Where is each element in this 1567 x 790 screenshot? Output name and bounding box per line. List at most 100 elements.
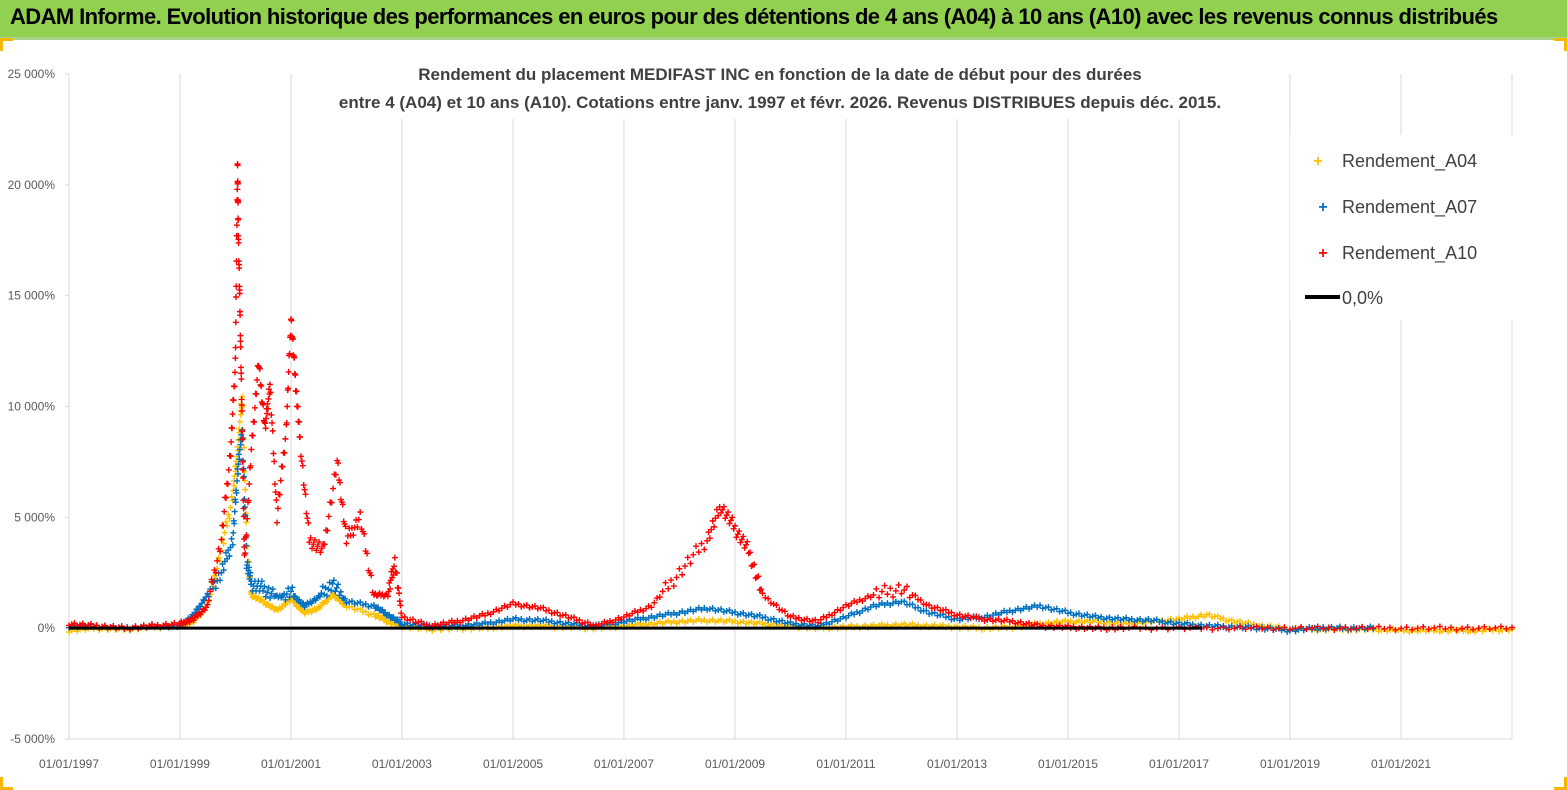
point-a10 xyxy=(912,592,919,599)
legend-marker-a10: + xyxy=(1318,245,1327,262)
point-a10 xyxy=(711,523,718,530)
legend-label-zero: 0,0% xyxy=(1342,288,1383,308)
point-a07 xyxy=(343,599,350,606)
point-a10 xyxy=(236,265,243,272)
x-tick-label: 01/01/2011 xyxy=(816,757,875,771)
point-a10 xyxy=(286,350,293,357)
point-a04 xyxy=(720,619,727,626)
point-a04 xyxy=(723,617,730,624)
point-a07 xyxy=(756,611,763,618)
point-a04 xyxy=(220,540,227,547)
point-a07 xyxy=(261,583,268,590)
point-a10 xyxy=(1309,624,1316,631)
point-a07 xyxy=(390,614,397,621)
point-a10 xyxy=(1017,618,1024,625)
point-a10 xyxy=(762,594,769,601)
point-a07 xyxy=(286,594,293,601)
title-background xyxy=(320,55,1240,119)
point-a10 xyxy=(668,577,675,584)
point-a10 xyxy=(1403,624,1410,631)
point-a10 xyxy=(1370,624,1377,631)
point-a10 xyxy=(926,602,933,609)
point-a07 xyxy=(375,604,382,611)
point-a10 xyxy=(269,419,276,426)
point-a10 xyxy=(798,617,805,624)
point-a10 xyxy=(1242,626,1249,633)
point-a10 xyxy=(637,606,644,613)
point-a10 xyxy=(884,591,891,598)
point-a07 xyxy=(220,567,227,574)
point-a10 xyxy=(204,601,211,608)
point-a07 xyxy=(335,581,342,588)
point-a10 xyxy=(1281,624,1288,631)
point-a07 xyxy=(1078,613,1085,620)
y-axis-ticks: -5 000% 0% 5 000% 10 000% 15 000% 20 000% 25 0… xyxy=(8,67,56,746)
point-a10 xyxy=(510,599,517,606)
chart-title: Rendement du placement MEDIFAST INC en f… xyxy=(320,55,1240,119)
point-a10 xyxy=(734,531,741,538)
point-a10 xyxy=(254,376,261,383)
point-a10 xyxy=(368,572,375,579)
point-a10 xyxy=(253,391,260,398)
point-a10 xyxy=(237,332,244,339)
point-a10 xyxy=(876,594,883,601)
point-a10 xyxy=(984,616,991,623)
point-a04 xyxy=(227,504,234,511)
point-a07 xyxy=(1223,625,1230,632)
point-a10 xyxy=(659,588,666,595)
point-a10 xyxy=(747,549,754,556)
point-a10 xyxy=(387,585,394,592)
point-a10 xyxy=(271,481,278,488)
point-a04 xyxy=(225,511,232,518)
point-a10 xyxy=(970,614,977,621)
point-a10 xyxy=(1414,625,1421,632)
point-a10 xyxy=(391,563,398,570)
point-a07 xyxy=(229,541,236,548)
point-a10 xyxy=(218,536,225,543)
point-a10 xyxy=(227,453,234,460)
point-a10 xyxy=(759,590,766,597)
point-a10 xyxy=(265,405,272,412)
point-a10 xyxy=(645,603,652,610)
point-a10 xyxy=(1209,626,1216,633)
point-a10 xyxy=(1386,624,1393,631)
point-a10 xyxy=(978,615,985,622)
point-a10 xyxy=(284,403,291,410)
point-a07 xyxy=(901,598,908,605)
y-tick-label: 10 000% xyxy=(8,400,56,414)
point-a10 xyxy=(302,491,309,498)
point-a07 xyxy=(1075,610,1082,617)
point-a10 xyxy=(719,506,726,513)
series-layer xyxy=(66,160,1515,636)
point-a10 xyxy=(237,312,244,319)
point-a10 xyxy=(687,560,694,567)
point-a10 xyxy=(1436,623,1443,630)
point-a10 xyxy=(742,541,749,548)
point-a07 xyxy=(754,612,761,619)
point-a04 xyxy=(1228,616,1235,623)
point-a07 xyxy=(740,609,747,616)
point-a10 xyxy=(265,395,272,402)
legend-label-a04: Rendement_A04 xyxy=(1342,151,1477,172)
point-a10 xyxy=(235,199,242,206)
point-a10 xyxy=(281,450,288,457)
point-a10 xyxy=(239,458,246,465)
point-a07 xyxy=(292,593,299,600)
point-a10 xyxy=(240,513,247,520)
point-a10 xyxy=(749,562,756,569)
point-a10 xyxy=(1392,626,1399,633)
point-a07 xyxy=(289,584,296,591)
y-tick-label: 15 000% xyxy=(8,289,56,303)
frame-corner-top-right xyxy=(1554,38,1567,51)
point-a10 xyxy=(1012,620,1019,627)
point-a10 xyxy=(233,222,240,229)
point-a10 xyxy=(212,569,219,576)
point-a10 xyxy=(732,522,739,529)
point-a10 xyxy=(237,344,244,351)
point-a10 xyxy=(225,466,232,473)
point-a04 xyxy=(751,621,758,628)
point-a10 xyxy=(1292,625,1299,632)
point-a10 xyxy=(727,517,734,524)
point-a10 xyxy=(758,586,765,593)
point-a07 xyxy=(532,617,539,624)
